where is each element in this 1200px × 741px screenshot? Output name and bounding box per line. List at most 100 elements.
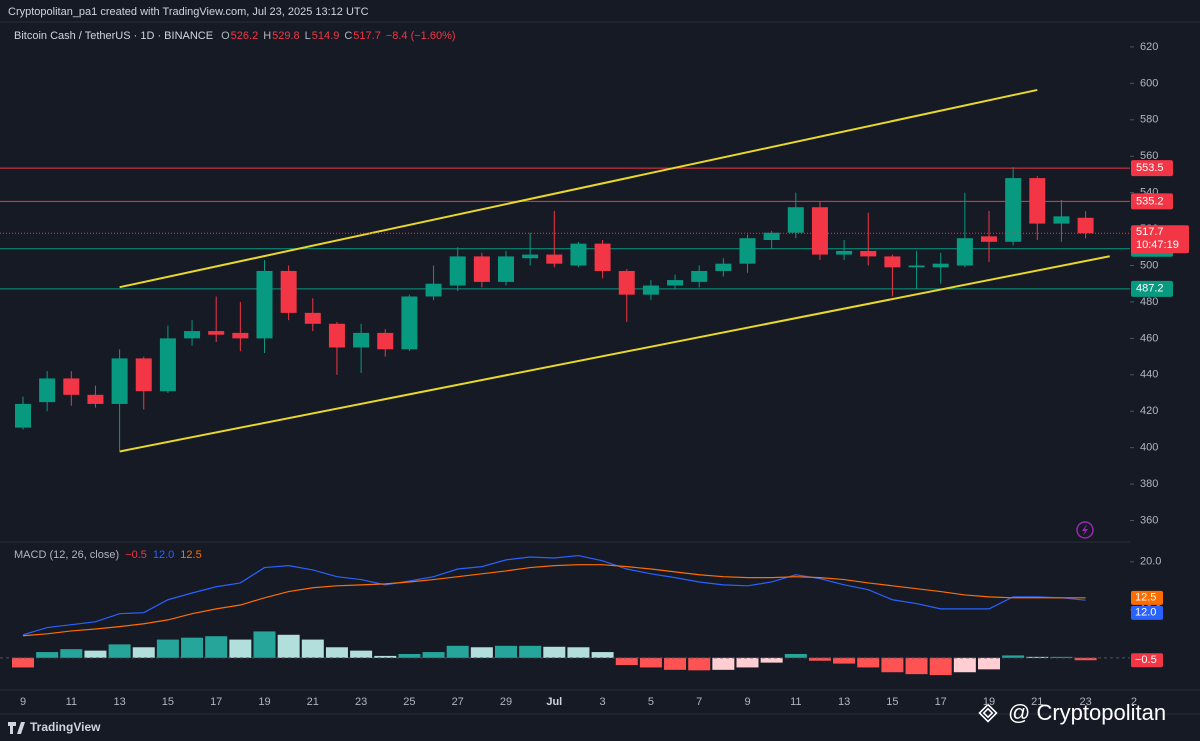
candle-body bbox=[449, 256, 466, 286]
candle-body bbox=[280, 270, 297, 313]
candle-body bbox=[159, 338, 176, 392]
x-tick-label: 17 bbox=[935, 696, 947, 708]
axis-value-label: 12.0 bbox=[1135, 607, 1156, 619]
x-tick-label: 5 bbox=[648, 696, 654, 708]
histogram-bar bbox=[1002, 655, 1025, 658]
candle-body bbox=[353, 332, 370, 348]
histogram-bar bbox=[374, 655, 397, 658]
candle-body bbox=[1077, 217, 1094, 234]
histogram-bar bbox=[615, 657, 638, 666]
legend-value: 12.0 bbox=[153, 549, 174, 561]
candle-body bbox=[981, 236, 997, 242]
histogram-bar bbox=[567, 647, 590, 658]
candle-body bbox=[739, 238, 756, 264]
histogram-bar bbox=[1074, 657, 1097, 661]
histogram-bar bbox=[229, 639, 252, 658]
histogram-bar bbox=[543, 646, 566, 658]
countdown-label: 10:47:19 bbox=[1136, 239, 1179, 251]
candle-body bbox=[15, 403, 31, 428]
legend-key: H bbox=[263, 30, 271, 42]
x-tick-label: 19 bbox=[258, 696, 270, 708]
x-tick-label: 21 bbox=[307, 696, 319, 708]
histogram-bar bbox=[60, 649, 83, 658]
histogram-bar bbox=[953, 657, 976, 673]
last-price-box bbox=[1131, 225, 1189, 254]
histogram-bar bbox=[591, 652, 614, 658]
symbol-title: Bitcoin Cash / TetherUS · 1D · BINANCE bbox=[14, 30, 213, 42]
candle-body bbox=[522, 254, 539, 259]
histogram-bar bbox=[470, 647, 493, 658]
legend-value: −0.5 bbox=[125, 549, 147, 561]
candle-body bbox=[594, 243, 611, 271]
histogram-bar bbox=[688, 657, 711, 671]
y-tick-label: 360 bbox=[1140, 514, 1158, 526]
histogram-bar bbox=[760, 657, 783, 663]
candle-body bbox=[691, 270, 708, 282]
candle-body bbox=[208, 331, 225, 335]
candle-body bbox=[667, 280, 684, 286]
histogram-bar bbox=[833, 657, 856, 664]
histogram-bar bbox=[132, 647, 155, 658]
y-tick-label: 400 bbox=[1140, 442, 1158, 454]
candle-body bbox=[642, 285, 659, 295]
axis-value-label: 12.5 bbox=[1135, 592, 1156, 604]
level-label: 487.2 bbox=[1136, 283, 1164, 295]
candle-body bbox=[908, 265, 925, 268]
candle-body bbox=[811, 207, 828, 255]
candle-body bbox=[836, 250, 853, 255]
histogram-bar bbox=[350, 650, 373, 658]
histogram-bar bbox=[978, 657, 1000, 670]
y-tick-label: 580 bbox=[1140, 114, 1158, 126]
lightning-icon bbox=[1076, 521, 1094, 539]
level-label-box bbox=[1131, 160, 1173, 177]
candle-body bbox=[304, 312, 321, 324]
x-tick-label: Jul bbox=[546, 696, 562, 708]
histogram-bar bbox=[36, 652, 59, 658]
x-tick-label: 15 bbox=[886, 696, 898, 708]
candle-body bbox=[473, 256, 490, 282]
candle-body bbox=[377, 332, 394, 350]
legend-key: C bbox=[344, 30, 352, 42]
candle-body bbox=[63, 378, 80, 395]
candle-body bbox=[111, 358, 128, 404]
candle-body bbox=[787, 207, 804, 233]
candle-body bbox=[401, 296, 418, 350]
histogram-bar bbox=[712, 657, 735, 670]
histogram-bar bbox=[881, 657, 904, 673]
x-tick-label: 2 bbox=[1131, 696, 1137, 708]
candle-body bbox=[570, 243, 587, 266]
watermark: @ Cryptopolitan bbox=[1008, 700, 1166, 725]
axis-value-label: −0.5 bbox=[1135, 654, 1157, 666]
axis-value-box bbox=[1131, 590, 1163, 605]
candle-body bbox=[87, 394, 104, 404]
histogram-bar bbox=[1050, 656, 1073, 658]
macd-line bbox=[22, 564, 1086, 637]
histogram-bar bbox=[12, 657, 34, 668]
histogram-bar bbox=[422, 652, 445, 658]
y-tick-label: 560 bbox=[1140, 150, 1158, 162]
legend-key: O bbox=[221, 30, 230, 42]
y-tick-label: 460 bbox=[1140, 332, 1158, 344]
histogram-bar bbox=[108, 644, 131, 658]
y-tick-label: 440 bbox=[1140, 369, 1158, 381]
histogram-bar bbox=[905, 657, 928, 675]
histogram-bar bbox=[784, 653, 807, 658]
y-tick-label: 500 bbox=[1140, 259, 1158, 271]
y-tick-label: 20.0 bbox=[1140, 556, 1161, 568]
histogram-bar bbox=[519, 645, 542, 658]
x-tick-label: 27 bbox=[452, 696, 464, 708]
candle-body bbox=[425, 283, 442, 297]
candle-body bbox=[328, 323, 345, 348]
candle-body bbox=[256, 270, 273, 339]
histogram-bar bbox=[808, 657, 831, 661]
candle-body bbox=[232, 332, 249, 339]
header-text: Cryptopolitan_pa1 created with TradingVi… bbox=[8, 6, 369, 18]
histogram-bar bbox=[325, 647, 348, 658]
x-tick-label: 23 bbox=[355, 696, 367, 708]
candle-body bbox=[39, 378, 56, 403]
histogram-bar bbox=[857, 657, 880, 668]
axis-value-box bbox=[1131, 605, 1163, 620]
level-label: 553.5 bbox=[1136, 162, 1164, 174]
histogram-bar bbox=[156, 639, 179, 658]
